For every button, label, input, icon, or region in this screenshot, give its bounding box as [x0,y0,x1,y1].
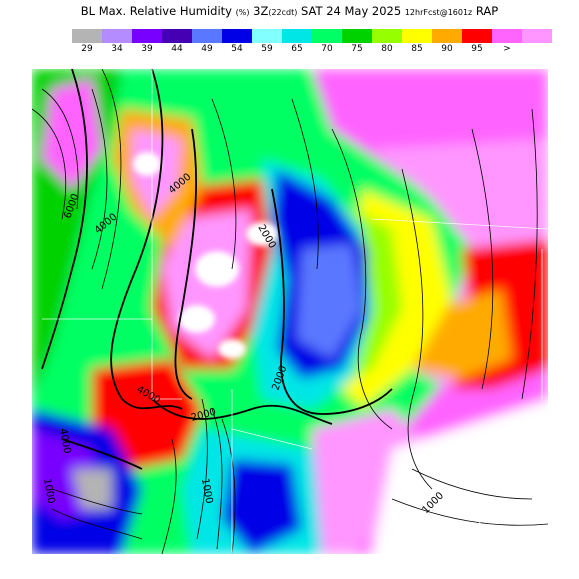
legend-swatch [252,29,282,43]
legend-label: 39 [141,44,153,54]
title-date: SAT 24 May 2025 [301,4,402,18]
legend-label: 80 [381,44,393,54]
legend-label: 49 [201,44,213,54]
title-units: (%) [235,8,250,17]
legend-swatch [192,29,222,43]
height-contours-thin [32,69,548,554]
contour-label: 1000 [199,478,214,505]
map-svg: 6000 4000 4000 2000 2000 4000 2000 4000 … [32,69,548,554]
title-valid: 3Z [253,4,269,18]
title-model: RAP [475,4,499,18]
legend-label: 29 [81,44,93,54]
field-southeast-white [372,399,548,554]
legend-label: 95 [471,44,483,54]
field-light-blue [297,244,362,359]
legend-swatch [312,29,342,43]
legend-label: 75 [351,44,363,54]
legend-label: 44 [171,44,183,54]
state-boundaries [42,69,548,554]
title-main: BL Max. Relative Humidity [80,4,232,18]
contour-label: 1000 [41,478,56,505]
height-contours-bold [41,69,393,470]
title-tz: (22cdt) [268,8,298,17]
chart-title: BL Max. Relative Humidity (%) 3Z(22cdt) … [0,4,579,18]
legend-swatch [372,29,402,43]
field-southeast-pink [312,409,432,554]
humidity-field [32,69,548,554]
legend-swatch [162,29,192,43]
legend-overflow-marker: > [503,44,511,54]
legend-swatch [342,29,372,43]
legend-swatch [402,29,432,43]
legend-label: 34 [111,44,123,54]
title-run: 12hrFcst@1601z [404,8,473,17]
field-south-blue [222,459,302,554]
contour-label: 4000 [57,428,72,455]
legend-swatch [102,29,132,43]
legend-swatch [492,29,522,43]
field-south-red [92,359,202,469]
legend-label: 65 [291,44,303,54]
legend-swatch [282,29,312,43]
legend-label: 70 [321,44,333,54]
legend-label: 90 [441,44,453,54]
legend-swatch [432,29,462,43]
legend-swatch [222,29,252,43]
legend-labels: 29 34 39 44 49 54 59 65 70 75 80 85 90 95 > [72,44,522,56]
legend-swatch [522,29,552,43]
legend-swatch [132,29,162,43]
legend-swatch [72,29,102,43]
legend-label: 85 [411,44,423,54]
field-north-pink [132,129,182,219]
white-maxima [133,152,278,359]
legend-swatch [462,29,492,43]
legend-label: 59 [261,44,273,54]
humidity-map: 6000 4000 4000 2000 2000 4000 2000 4000 … [32,69,548,554]
legend-label: 54 [231,44,243,54]
color-legend [72,29,552,43]
